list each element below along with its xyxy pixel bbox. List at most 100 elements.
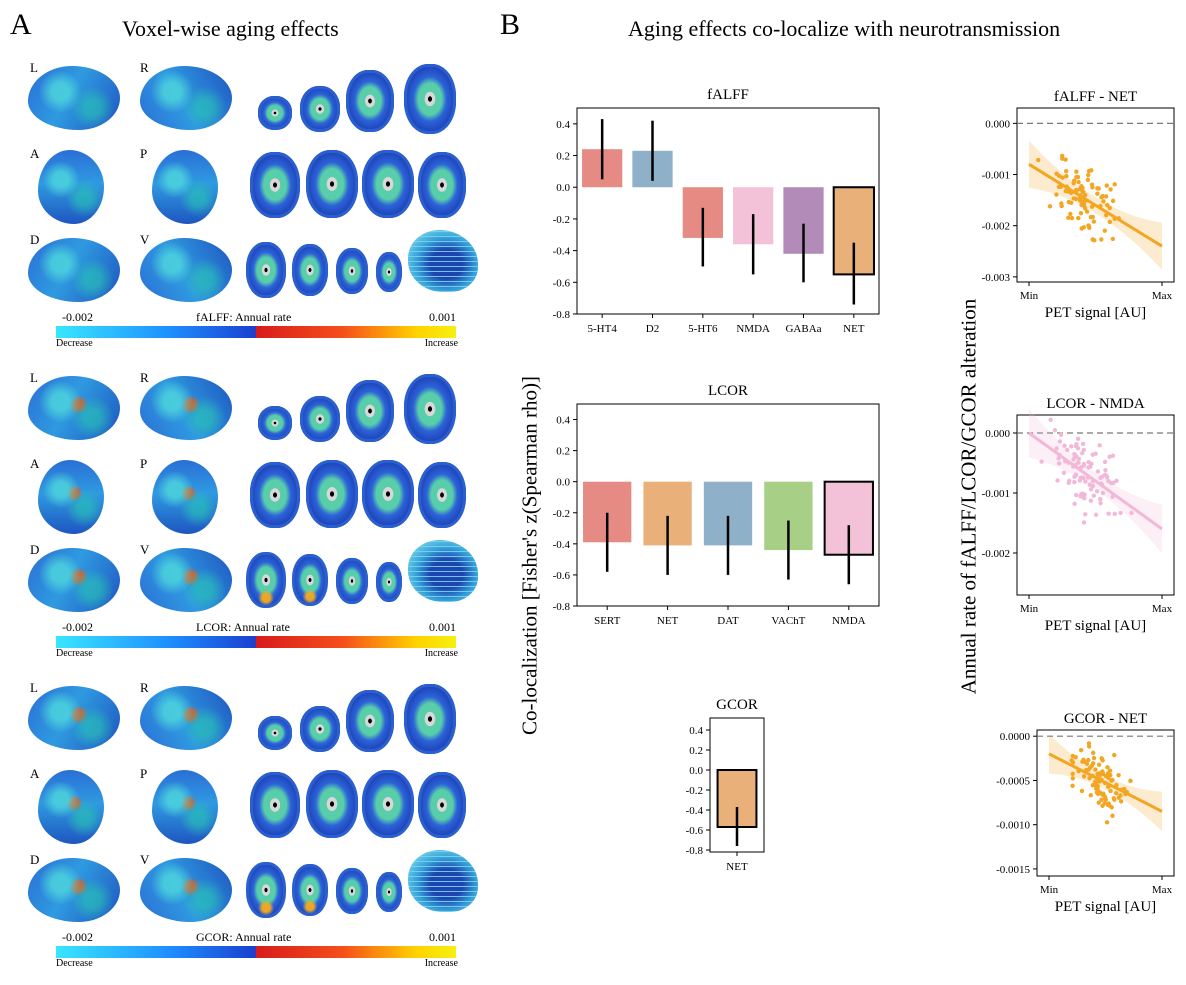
view-label-r: R [140, 370, 149, 385]
axes-frame [1016, 107, 1175, 283]
data-point [1081, 189, 1086, 195]
axial-slice [376, 562, 402, 602]
axial-slice [292, 864, 328, 916]
colorbar-gradient [56, 636, 456, 648]
x-tick-label: NMDA [736, 323, 770, 335]
data-point [1098, 790, 1103, 796]
x-tick-label: Max [1152, 884, 1173, 896]
data-point [1103, 797, 1108, 802]
y-tick-label: -0.002 [982, 548, 1010, 560]
colorbar-gradient [56, 946, 456, 958]
regression-line [1028, 163, 1163, 248]
data-point [1060, 175, 1065, 180]
data-point [1078, 747, 1084, 753]
data-point [1079, 202, 1084, 208]
data-point [1102, 459, 1108, 465]
data-point [1088, 498, 1094, 503]
view-label-d: D [30, 232, 40, 247]
data-point [1070, 771, 1075, 776]
view-label-d: D [30, 852, 40, 867]
x-tick-label: NET [843, 323, 865, 335]
colorbar-max-label: 0.001 [429, 310, 456, 324]
data-point [1118, 510, 1123, 516]
data-point [1110, 198, 1116, 204]
data-point [1106, 775, 1111, 781]
data-point [1091, 750, 1096, 756]
view-label-a: A [30, 456, 40, 471]
axes-frame [576, 107, 880, 315]
data-point [1070, 760, 1076, 765]
data-point [1087, 482, 1092, 487]
brain-render-r [140, 376, 232, 440]
y-tick-label: -0.001 [982, 170, 1010, 182]
axes-frame [1036, 729, 1175, 877]
data-point [1090, 483, 1096, 489]
data-point [1056, 184, 1062, 190]
data-point [1096, 771, 1102, 776]
axial-slice [246, 552, 286, 608]
axial-slice [418, 152, 466, 218]
data-point [1052, 428, 1058, 433]
view-label-p: P [140, 766, 148, 781]
chart-title: GCOR [716, 697, 758, 713]
axial-slice [404, 374, 456, 444]
x-tick-label: VAChT [771, 615, 805, 627]
data-point [1107, 205, 1112, 211]
data-point [1092, 238, 1097, 243]
data-point [1098, 500, 1103, 506]
panel-b-letter: B [500, 8, 521, 41]
data-point [1091, 755, 1097, 761]
brain-render-anterior [38, 770, 104, 844]
data-point [1059, 201, 1064, 206]
y-tick-label: 0.2 [689, 745, 703, 757]
data-point [1055, 478, 1060, 483]
data-point [1083, 512, 1088, 517]
x-tick-label: GABAa [785, 323, 821, 335]
view-label-l: L [30, 370, 38, 385]
data-point [1080, 759, 1085, 764]
brain-render-l [28, 66, 120, 130]
data-point [1068, 211, 1073, 217]
data-point [1108, 788, 1113, 794]
data-point [1099, 237, 1104, 242]
brain-render-l [28, 686, 120, 750]
data-point [1079, 226, 1084, 231]
data-point [1086, 223, 1092, 229]
data-point [1076, 215, 1081, 221]
y-tick-label: -0.0005 [996, 775, 1030, 787]
data-point [1066, 199, 1072, 205]
data-point [1100, 193, 1105, 199]
x-tick-label: SERT [594, 615, 621, 627]
data-point [1106, 801, 1111, 806]
data-point [1106, 478, 1111, 484]
axes-frame [1016, 414, 1175, 596]
data-point [1082, 192, 1088, 198]
data-point [1077, 478, 1083, 483]
x-tick-label: NET [657, 615, 679, 627]
data-point [1104, 820, 1110, 825]
data-point [1081, 774, 1087, 779]
data-point [1058, 432, 1064, 437]
data-point [1090, 214, 1095, 220]
y-tick-label: -0.002 [982, 221, 1010, 233]
data-point [1080, 199, 1085, 204]
brain-render-v [140, 238, 232, 302]
y-tick-label: -0.0010 [996, 820, 1030, 832]
data-point [1109, 778, 1114, 783]
data-point [1070, 783, 1075, 788]
y-tick-label: -0.4 [686, 805, 704, 817]
data-point [1110, 236, 1116, 242]
y-tick-label: -0.4 [553, 539, 571, 551]
data-point [1083, 479, 1088, 484]
x-tick-label: NET [726, 861, 748, 873]
data-point [1104, 475, 1110, 480]
axial-slice [300, 396, 340, 442]
data-point [1086, 767, 1091, 772]
data-point [1064, 173, 1069, 179]
chart-title: GCOR - NET [1064, 711, 1147, 727]
y-tick-label: -0.0015 [996, 864, 1030, 876]
data-point [1112, 752, 1117, 758]
colorbar-min-label: -0.002 [62, 620, 93, 634]
chart-title: LCOR - NMDA [1046, 396, 1145, 412]
